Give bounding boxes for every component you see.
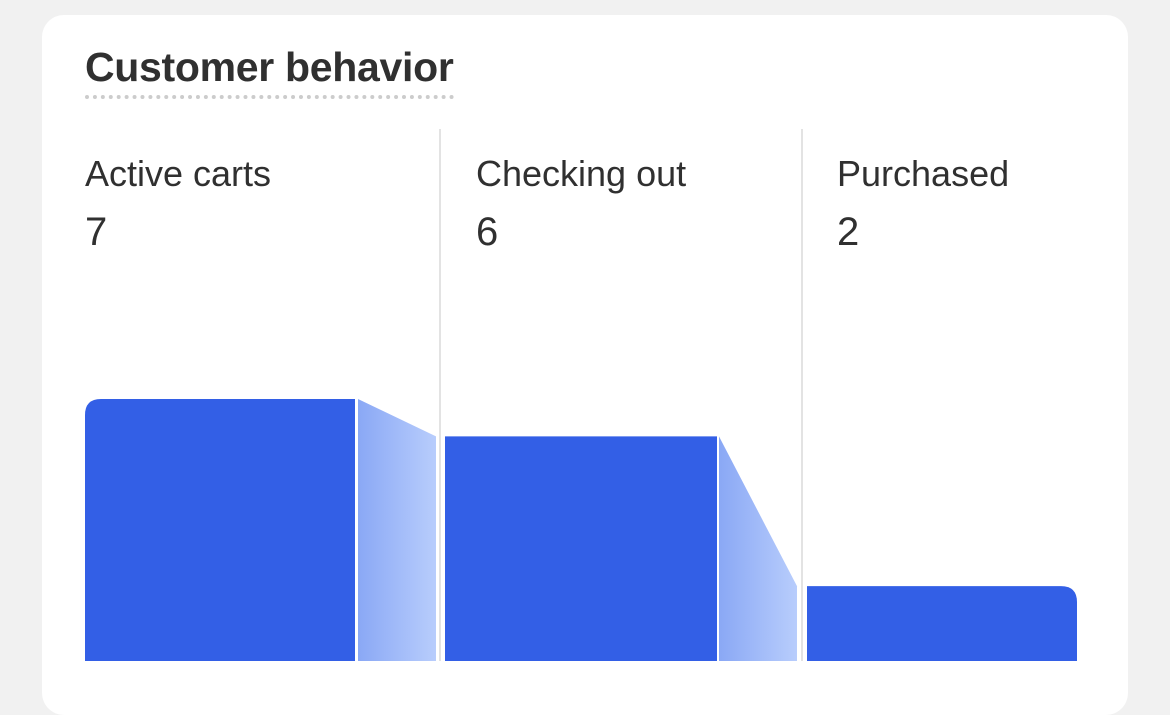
card-title[interactable]: Customer behavior — [85, 41, 454, 99]
stage-value: 2 — [837, 210, 860, 254]
funnel-connector — [719, 436, 797, 661]
funnel-bar-active-carts[interactable] — [85, 399, 355, 661]
funnel-bar-checking-out[interactable] — [445, 436, 717, 661]
stage-label: Active carts — [85, 153, 272, 194]
funnel-connector — [358, 399, 436, 661]
stage-active-carts: Active carts 7 — [85, 152, 271, 256]
funnel-chart — [85, 129, 1077, 661]
stage-checking-out: Checking out 6 — [476, 152, 686, 256]
stage-value: 6 — [476, 210, 499, 254]
stage-label: Purchased — [837, 153, 1010, 194]
funnel-bar-purchased[interactable] — [807, 586, 1077, 661]
stage-purchased: Purchased 2 — [837, 152, 1009, 256]
stage-value: 7 — [85, 210, 108, 254]
stage-label: Checking out — [476, 153, 687, 194]
